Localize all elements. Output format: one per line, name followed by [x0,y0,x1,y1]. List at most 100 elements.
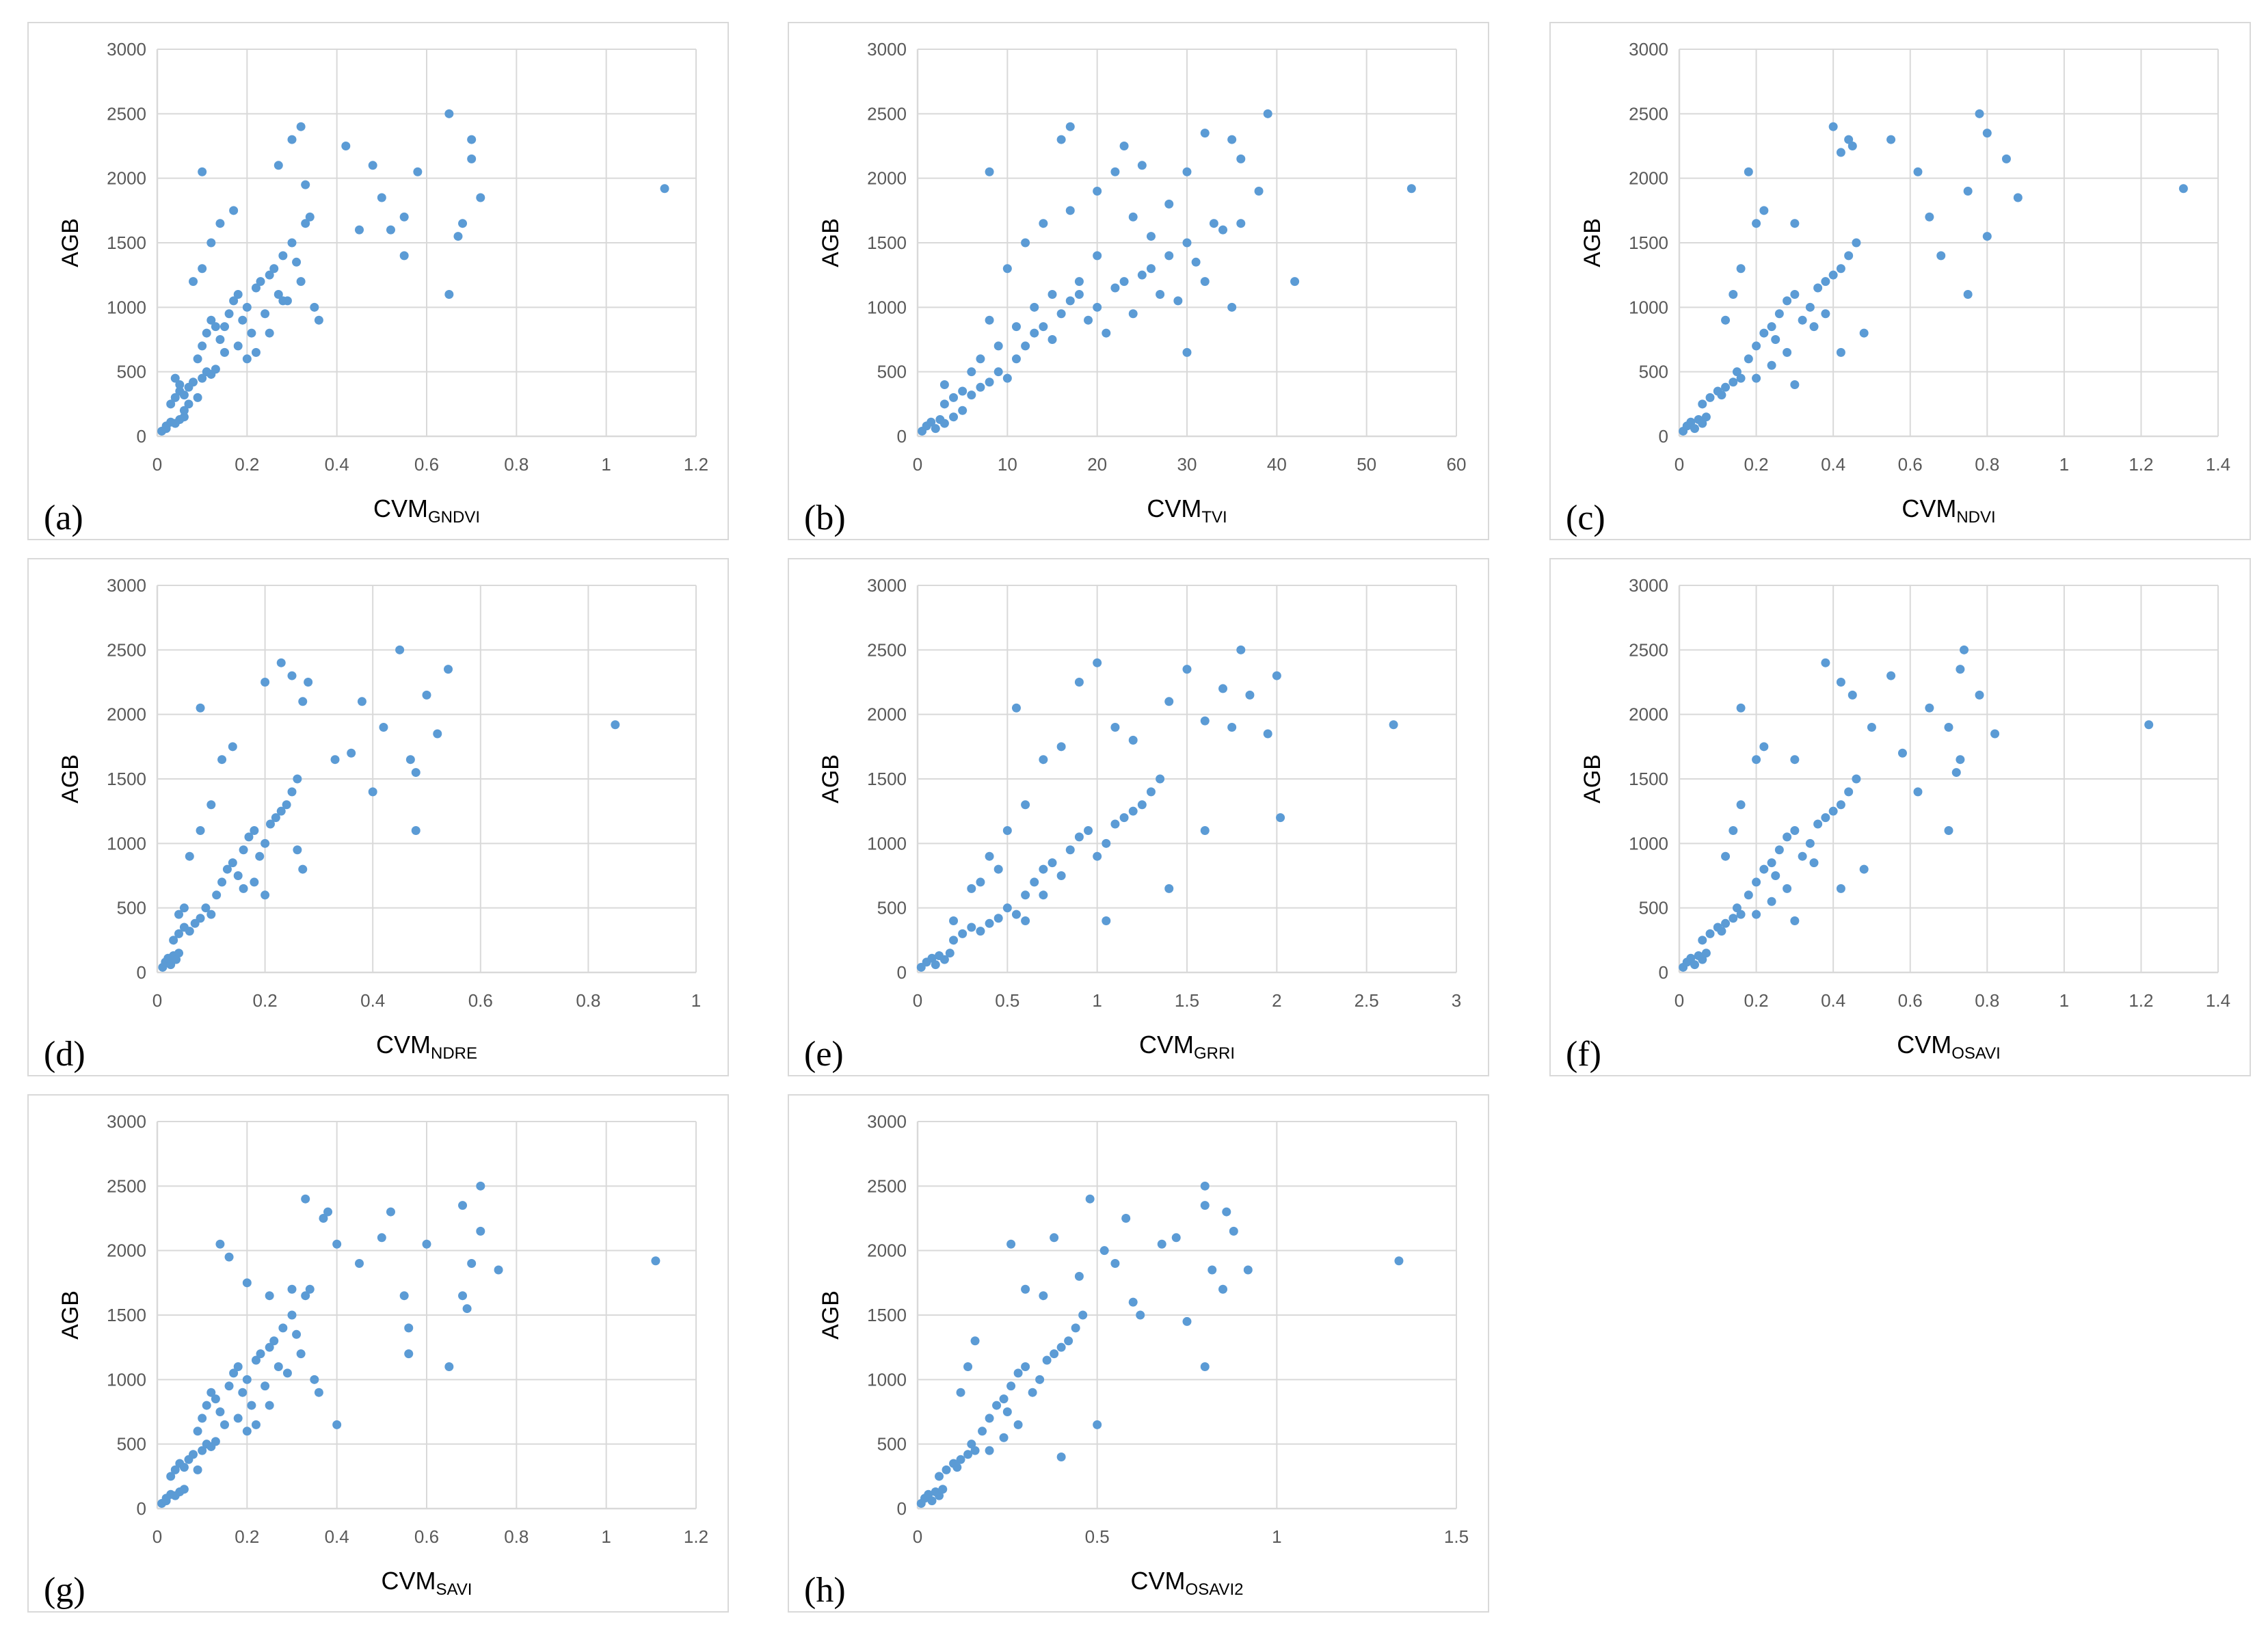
x-tick-label: 0.4 [360,990,385,1011]
x-axis-label: CVMGRRI [1139,1031,1235,1063]
data-point [970,1336,980,1346]
data-point [1039,322,1048,332]
data-point [1783,296,1792,306]
data-point [265,328,274,338]
data-point [1110,283,1120,293]
data-point [1074,277,1084,287]
data-point [931,960,940,970]
y-tick-label: 2000 [1629,704,1668,725]
data-point [314,1388,323,1397]
panel-label: (e) [804,1035,844,1074]
panel-label: (d) [44,1035,85,1074]
data-point [215,335,225,344]
data-point [1021,1284,1030,1294]
x-tick-label: 0.5 [1085,1526,1110,1547]
data-point [261,838,270,848]
data-point [1030,302,1039,312]
data-point [1002,825,1012,835]
data-point [1975,109,1984,118]
data-point [1736,910,1746,919]
y-tick-label: 2500 [107,103,146,124]
data-point [304,678,313,687]
y-tick-label: 3000 [867,1111,907,1132]
data-point [433,729,442,739]
data-point [1721,315,1731,325]
y-tick-label: 2500 [1629,639,1668,660]
data-point [229,296,239,306]
x-tick-label: 50 [1357,454,1376,475]
y-tick-label: 2000 [867,168,907,189]
data-point [1290,277,1300,287]
data-point [939,419,949,428]
data-point [993,341,1003,351]
data-point [1218,225,1228,235]
data-point [1272,671,1281,680]
data-point [956,1455,965,1464]
data-point [170,1465,180,1474]
data-point [462,1304,472,1314]
data-point [242,302,252,312]
y-tick-label: 0 [137,962,146,983]
data-point [1798,315,1807,325]
y-tick-label: 2000 [867,704,907,725]
data-point [1705,393,1715,402]
data-point [1164,199,1174,209]
data-point [1110,1259,1120,1269]
data-point [330,755,340,765]
data-point [175,380,185,390]
data-point [1828,270,1838,280]
data-point [985,1414,994,1423]
data-point [1774,845,1784,855]
scatter-chart-svg: 0 500 1000 1500 2000 2500 3000 0 0.5 1 1.5 2 2.5 3 AGB… [804,575,1461,1074]
data-point [1913,167,1923,176]
data-point [250,825,259,835]
data-point [261,678,270,687]
data-point [193,1427,202,1436]
data-point [377,1233,386,1243]
data-point [1102,838,1111,848]
data-point [1705,929,1715,938]
data-point [2001,154,2011,163]
y-tick-label: 500 [117,362,146,382]
data-point [215,1407,225,1416]
x-tick-label: 1.5 [1175,990,1199,1011]
data-point [1039,755,1048,765]
data-point [1021,800,1030,810]
y-axis-label: AGB [818,754,844,804]
data-point [1002,373,1012,383]
data-point [1028,1388,1037,1397]
data-point [1200,129,1210,138]
chart-panel-7: 0 500 1000 1500 2000 2500 3000 0 0.2 0.4 0.6 0.8 1 1.… [27,1094,729,1613]
data-point [310,1375,319,1384]
x-tick-label: 0.8 [504,1526,529,1547]
data-point [1191,257,1201,267]
data-point [1171,1233,1181,1243]
data-point [206,800,216,810]
y-tick-label: 1500 [1629,769,1668,789]
data-point [935,1472,944,1481]
data-point [1099,1246,1109,1256]
data-point [1030,877,1039,887]
y-tick-label: 500 [117,1434,146,1455]
data-point [233,871,243,880]
data-point [949,393,959,402]
data-point [217,877,227,887]
data-point [1164,251,1174,261]
data-point [1982,232,1992,241]
data-point [1050,1349,1059,1359]
y-axis-label: AGB [1579,754,1605,804]
data-point [198,264,207,274]
data-point [1805,302,1815,312]
data-point [170,373,180,383]
data-point [1227,302,1237,312]
data-point [193,354,202,364]
x-axis-label-subscript: OSAVI2 [1186,1580,1244,1599]
data-point [301,1291,310,1301]
data-point [319,1214,328,1223]
data-point [967,884,976,893]
data-point [305,212,315,222]
data-point [1182,347,1192,357]
data-point [399,251,409,261]
data-point [1173,296,1183,306]
data-point [287,135,297,144]
